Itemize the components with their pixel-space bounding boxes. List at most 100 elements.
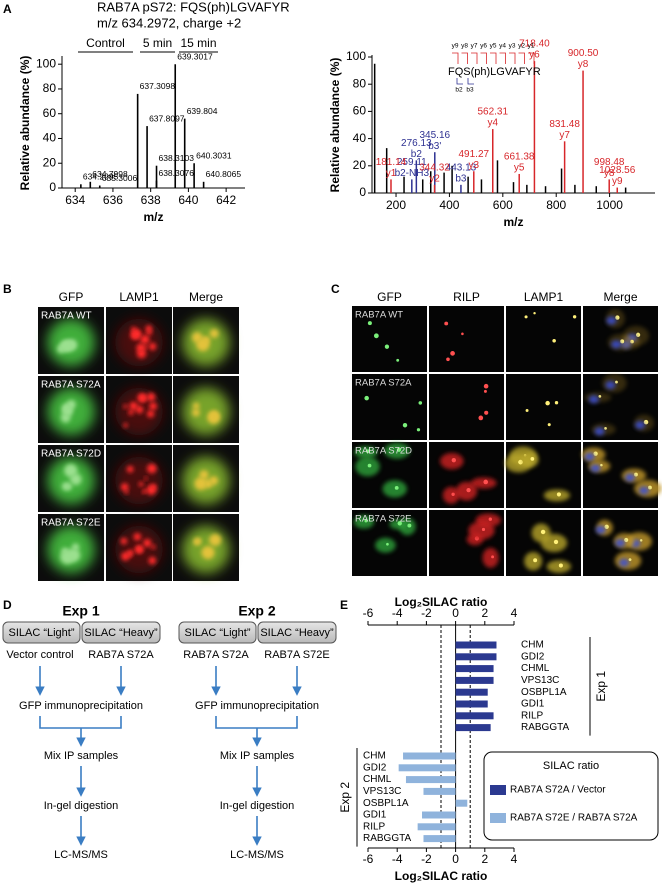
puncta [572,315,577,319]
row-label: RAB7A WT [41,311,92,322]
y-tick-label: 0 [49,180,56,194]
fragment-bracket [471,52,478,64]
puncta [384,344,390,349]
bright-spot [66,339,78,351]
ion-name-label: y3 [469,160,480,171]
puncta [488,517,492,521]
nucleus [594,427,605,436]
puncta [533,558,538,563]
puncta [484,410,489,415]
puncta [552,339,556,343]
fragment-bracket [509,52,516,64]
micrograph [173,445,239,512]
micrograph [506,374,581,440]
puncta [620,339,625,344]
workflow-step: In-gel digestion [220,800,295,812]
workflow-step: LC-MS/MS [230,849,284,861]
workflow-step: Mix IP samples [220,750,295,762]
peptide-sequence: FQS(ph)LGVAFYR [448,66,541,78]
micrograph-background [429,374,504,440]
puncta [643,419,649,425]
micrograph [106,376,172,443]
micrograph [506,510,581,576]
category-label: GDI1 [521,699,545,710]
ion-name-label: y9 [612,176,623,187]
puncta [604,524,609,529]
category-label: OSBPL1A [363,798,409,809]
panel-label: E [340,598,348,612]
puncta [364,395,369,401]
bar [455,700,488,708]
label-box-text: SILAC “Light” [8,627,74,639]
panel-label: A [3,2,12,16]
section-label: Control [86,36,125,50]
puncta [556,492,561,497]
puncta [615,380,618,384]
fragment-bracket [467,78,474,85]
lysosome [135,405,144,414]
micrograph-background [506,306,581,372]
bright-spot [66,548,81,562]
lysosome [137,393,147,403]
lysosome [146,410,155,418]
puncta [451,457,456,463]
merge-connector [215,716,298,729]
cell-body [353,515,375,529]
label-box-text: SILAC “Heavy” [84,627,158,639]
label-box [257,621,337,644]
ion-mz-label: 344.32 [419,162,450,173]
ion-mz-label: 831.48 [549,119,580,130]
puncta [461,332,464,336]
micrograph [581,442,662,508]
puncta [373,333,379,339]
bar [403,752,456,760]
panel-label: B [3,282,12,296]
micrograph [429,442,504,508]
ion-name-label: y5 [514,163,525,174]
micrograph [506,306,581,372]
cell-body [182,387,230,436]
micrograph [106,445,172,512]
micrograph [38,514,104,581]
category-label: OSBPL1A [521,687,567,698]
lysosome [146,392,156,402]
bar [405,776,456,784]
x-tick-label: 634 [65,193,85,207]
category-label: CHML [363,774,392,785]
puncta [450,351,455,356]
puncta [394,485,399,490]
peak-label: 640.3031 [196,150,232,160]
y-tick-label: 20 [353,158,367,172]
bar [455,688,488,696]
micrograph [106,307,172,374]
experiment-title: Exp 2 [238,603,276,619]
cell-body [540,533,568,553]
puncta [451,492,455,496]
ion-name-label: b3 [455,173,467,184]
puncta [478,415,484,421]
ion-mz-label: 443.13 [446,162,477,173]
x-axis-label: m/z [143,210,163,224]
puncta [407,523,412,528]
fragment-y-label: y2 [518,43,525,50]
sample-name: RAB7A S72A [183,649,249,661]
x-tick-label: 640 [178,193,198,207]
puncta [483,479,489,485]
legend-title: SILAC ratio [543,760,599,772]
spectrum-title: RAB7A pS72: FQS(ph)LGVAFYR [97,0,290,14]
nucleus [606,316,617,325]
puncta [367,321,372,326]
fragment-bracket [480,52,487,64]
fragment-y-label: y9 [452,43,459,50]
ion-name-label: y7 [559,130,570,141]
bar [455,712,494,720]
merge-connector [39,716,122,729]
sample-name: RAB7A S72A [88,649,154,661]
category-label: RABGGTA [521,722,569,733]
puncta [593,451,598,456]
bar [455,665,494,673]
cell-body [355,456,380,477]
puncta [540,529,546,535]
bar [455,799,468,807]
micrograph [583,373,658,440]
